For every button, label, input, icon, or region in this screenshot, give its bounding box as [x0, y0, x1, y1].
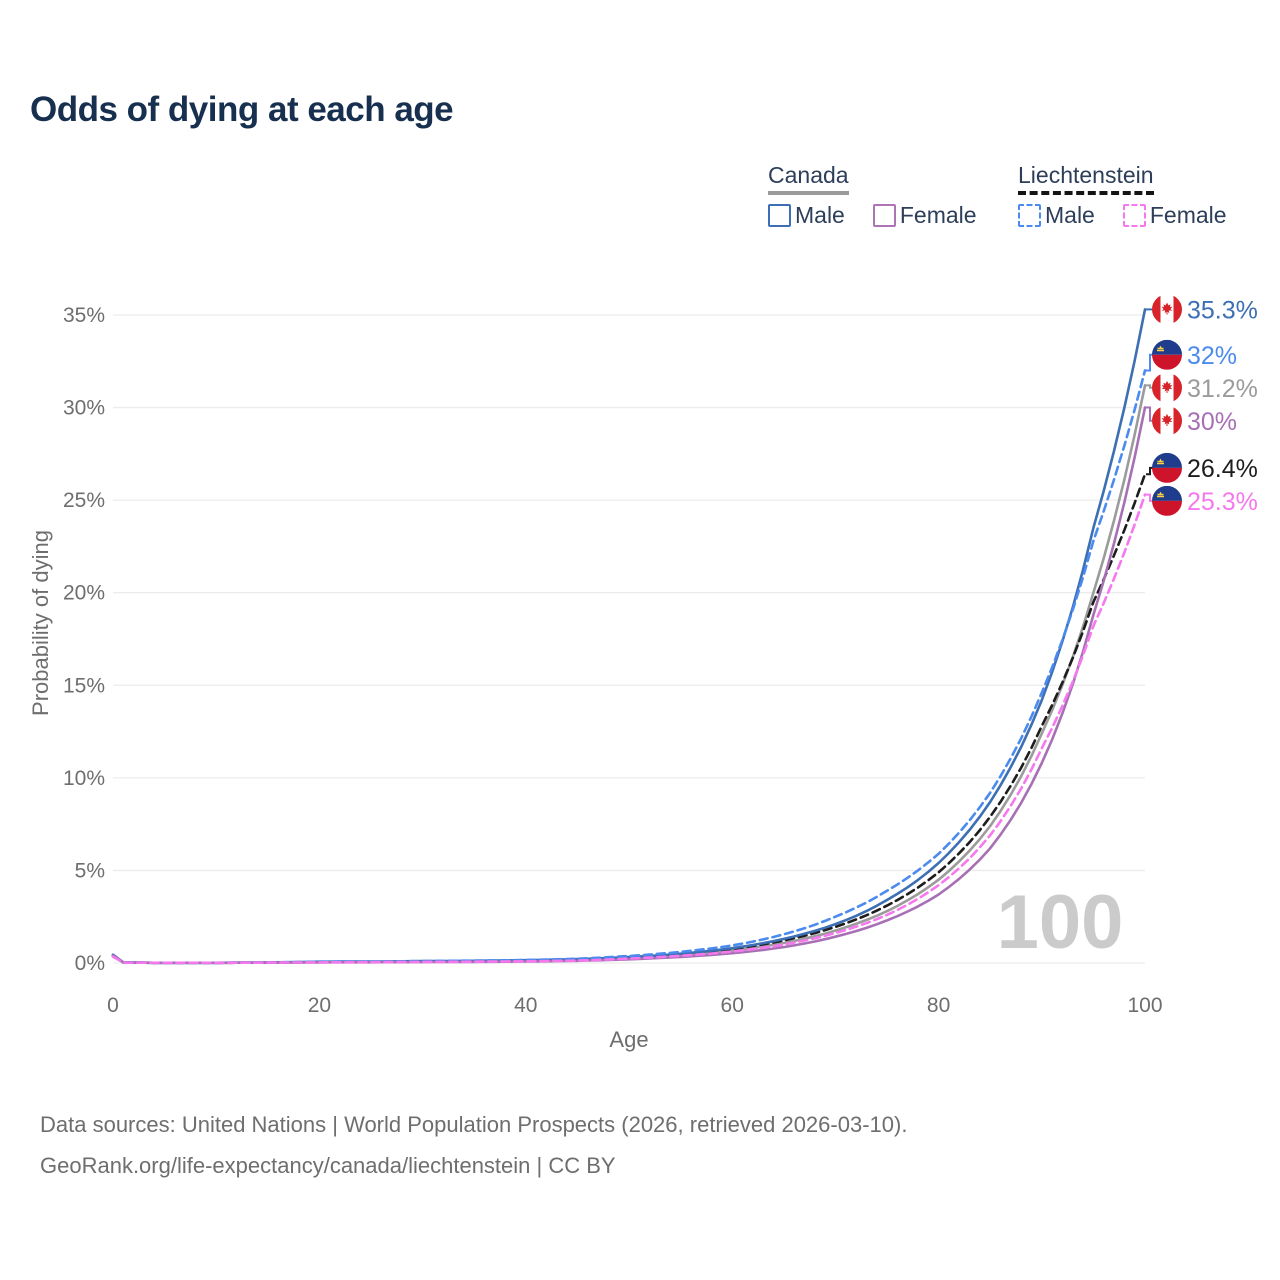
footer-attribution: GeoRank.org/life-expectancy/canada/liech…: [40, 1153, 616, 1178]
footer: Data sources: United Nations | World Pop…: [40, 1104, 907, 1186]
end-label-value-liechtenstein-male: 32%: [1187, 342, 1237, 370]
flag-liechtenstein-icon: [1152, 452, 1182, 483]
y-axis-title: Probability of dying: [28, 530, 53, 716]
legend-label-liechtenstein-male: Male: [1045, 202, 1095, 228]
legend-item-liechtenstein-male[interactable]: Male: [1018, 203, 1095, 227]
maple-leaf-icon: [1161, 414, 1173, 427]
series-line-liechtenstein-female[interactable]: [111, 493, 1147, 965]
series-line-canada-both[interactable]: [111, 384, 1147, 965]
x-tick-label: 60: [721, 994, 744, 1017]
liechtenstein-female-swatch-icon: [1122, 203, 1146, 227]
chart-title: Odds of dying at each age: [30, 90, 454, 129]
flag-canada-icon: [1152, 372, 1182, 403]
maple-leaf-icon: [1161, 381, 1173, 394]
x-tick-label: 100: [1127, 994, 1162, 1017]
end-label-value-canada-female: 30%: [1187, 408, 1237, 436]
y-tick-label: 10%: [63, 767, 105, 790]
legend-group-liechtenstein: Liechtenstein Male Female: [1018, 162, 1227, 227]
canada-male-swatch-icon: [768, 203, 791, 227]
end-label-value-liechtenstein-both: 26.4%: [1187, 455, 1258, 483]
series-line-liechtenstein-both[interactable]: [111, 472, 1147, 965]
y-tick-label: 30%: [63, 397, 105, 420]
liechtenstein-male-swatch-icon: [1018, 203, 1041, 227]
flag-canada-icon: [1152, 294, 1182, 325]
footer-data-sources: Data sources: United Nations | World Pop…: [40, 1112, 908, 1137]
legend-item-liechtenstein-female[interactable]: Female: [1122, 202, 1227, 228]
legend-label-canada-female: Female: [899, 202, 977, 228]
series-lines: [111, 308, 1147, 965]
crown-icon: [1157, 491, 1164, 498]
y-tick-label: 0%: [75, 952, 105, 975]
x-tick-label: 20: [308, 994, 331, 1017]
flag-canada-icon: [1152, 405, 1182, 436]
legend-country-liechtenstein: Liechtenstein: [1018, 162, 1154, 195]
legend-country-canada: Canada: [768, 162, 849, 195]
legend-group-canada: Canada Male Female: [768, 162, 977, 227]
x-tick-label: 40: [514, 994, 537, 1017]
flag-liechtenstein-icon: [1152, 485, 1182, 516]
maple-leaf-icon: [1161, 302, 1173, 315]
y-tick-label: 15%: [63, 674, 105, 697]
legend-row-canada: Male Female: [768, 203, 977, 227]
legend-label-liechtenstein-female: Female: [1149, 202, 1227, 228]
y-tick-label: 35%: [63, 304, 105, 327]
legend-item-canada-male[interactable]: Male: [768, 203, 845, 227]
series-line-liechtenstein-male[interactable]: [111, 369, 1147, 965]
legend-item-canada-female[interactable]: Female: [872, 202, 977, 228]
watermark-age: 100: [997, 880, 1124, 965]
end-label-value-liechtenstein-female: 25.3%: [1187, 488, 1258, 516]
x-tick-label: 80: [927, 994, 950, 1017]
legend-row-liechtenstein: Male Female: [1018, 203, 1227, 227]
flag-liechtenstein-icon: [1152, 339, 1182, 370]
gridlines: 0% 5% 10% 15% 20% 25% 30% 35% 0 20 40 60 80 100: [63, 304, 1163, 1017]
y-tick-label: 20%: [63, 582, 105, 605]
crown-icon: [1157, 345, 1164, 352]
crown-icon: [1157, 458, 1164, 465]
y-tick-label: 25%: [63, 489, 105, 512]
canada-female-swatch-icon: [872, 203, 896, 227]
x-axis-title: Age: [609, 1027, 648, 1052]
y-tick-label: 5%: [75, 859, 105, 882]
series-end-labels: 35.3% 32% 31.2% 30% 26.4% 25.3%: [1146, 294, 1258, 516]
end-label-value-canada-male: 35.3%: [1187, 296, 1258, 324]
legend-label-canada-male: Male: [795, 202, 845, 228]
end-label-value-canada-both: 31.2%: [1187, 375, 1258, 403]
legend: Canada Male Female Liechtenstein Male Fe…: [0, 162, 1280, 237]
x-tick-label: 0: [107, 994, 119, 1017]
